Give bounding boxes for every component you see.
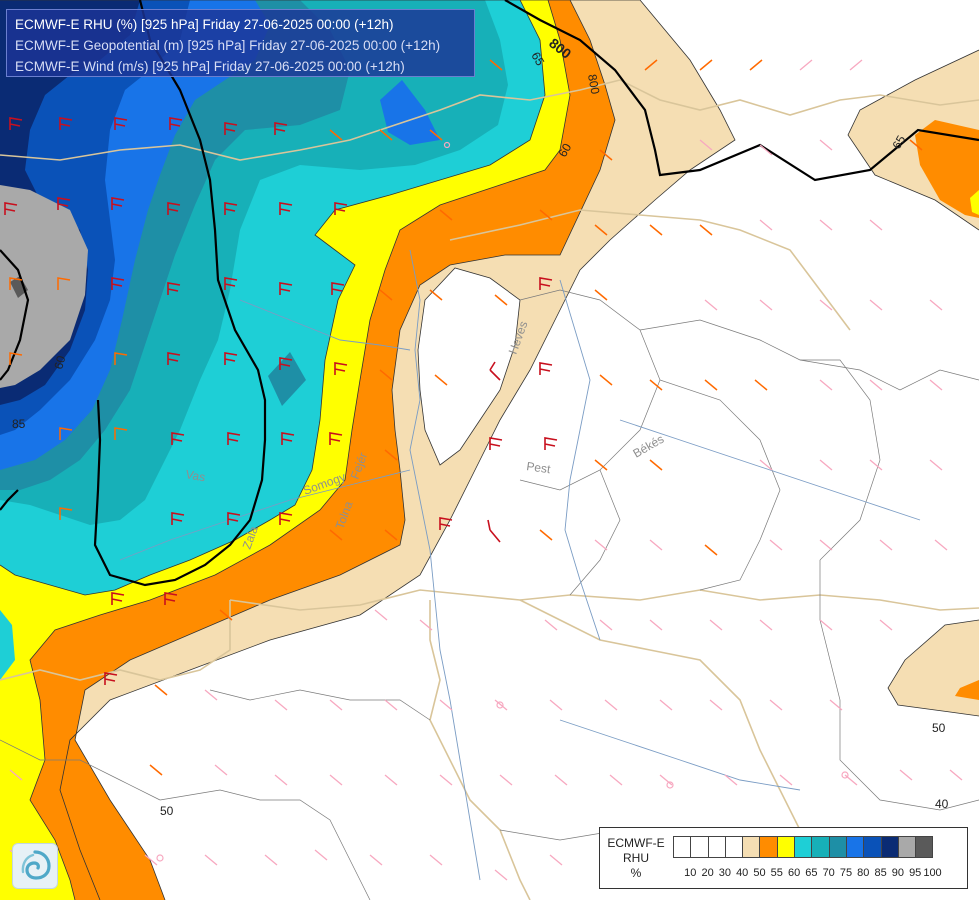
title-wind: ECMWF-E Wind (m/s) [925 hPa] Friday 27-0… [15,59,405,74]
legend-tick-label: 50 [753,867,766,879]
rhu-contour-label: 40 [935,797,949,811]
county-label-vas: Vas [184,467,206,484]
legend-swatch [898,836,917,858]
rhu-contour-label: 85 [12,417,26,431]
geopotential-label: 800 [585,73,602,95]
legend-tick-label: 30 [718,867,732,879]
wind-barbs-strong [4,117,558,685]
rhu-band-95 [0,185,88,388]
rhu-band-55-se [955,680,979,700]
legend-tick-label: 90 [891,867,905,879]
title-rhu: ECMWF-E RHU (%) [925 hPa] Friday 27-06-2… [15,17,394,32]
legend-tick-labels: 10 20 30 40 50 55 60 65 70 75 80 85 90 95 100 [673,867,973,881]
legend-swatch [708,836,726,858]
rhu-contour-label: 60 [51,354,68,371]
rhu-band-100 [10,276,28,298]
rhu-contour-label: 65 [528,50,547,69]
legend-swatch [674,836,692,858]
legend-tick-label: 85 [874,867,887,879]
rhu-contour-label: 60 [555,141,574,160]
legend-tick-label: 10 [684,867,697,879]
legend-tick-label: 55 [770,867,783,879]
legend-tick-label: 40 [736,867,749,879]
legend-swatch [760,836,778,858]
rhu-band-55-ne [915,120,979,218]
legend-title-model: ECMWF-E [607,836,665,850]
legend-swatch [846,836,865,858]
legend-swatch [812,836,830,858]
rhu-band-75-patch [268,352,306,406]
map-title-box: ECMWF-E RHU (%) [925 hPa] Friday 27-06-2… [6,9,475,77]
legend-swatch [795,836,813,858]
rhu-band-50-se [888,620,979,716]
legend-title-variable: RHU [623,851,649,865]
rhu-enclave-white [418,268,520,465]
legend-tick-label: 75 [839,867,853,879]
rhu-legend: ECMWF-E RHU % 10 20 30 40 50 55 60 65 70 75 80 85 90… [599,827,968,889]
legend-tick-label: 95 [909,867,922,879]
geopotential-isolines [0,0,979,587]
swirl-icon [21,850,51,880]
wind-barbs-moderate [9,59,923,776]
legend-swatch [691,836,709,858]
ecmwf-logo-icon [12,843,58,889]
rhu-band-65-sw [0,610,15,680]
wind-barbs-light [9,59,963,881]
legend-swatch [829,836,847,858]
legend-swatch [777,836,796,858]
contour-labels: 800 800 65 60 60 85 65 50 50 40 [12,35,949,818]
legend-swatch [743,836,761,858]
legend-title: ECMWF-E RHU % [604,836,668,881]
legend-swatch [916,836,934,858]
legend-tick-label: 60 [787,867,801,879]
borders [0,79,979,900]
legend-swatch [864,836,882,858]
rhu-contour-label: 65 [889,133,908,152]
title-geopotential: ECMWF-E Geopotential (m) [925 hPa] Frida… [15,38,441,53]
county-label-pest: Pest [526,459,552,476]
rhu-band-60-ne [970,190,979,215]
legend-tick-label: 65 [805,867,818,879]
legend-tick-label: 20 [701,867,714,879]
calm-wind-markers [156,141,849,862]
legend-unit: % [630,866,642,880]
rhu-contour-label: 50 [932,721,946,735]
legend-colorbar [673,836,934,858]
legend-swatch [725,836,744,858]
rhu-contour-label: 50 [160,804,174,818]
rivers [119,249,921,881]
legend-tick-label: 80 [857,867,870,879]
legend-tick-label: 70 [822,867,835,879]
rhu-band-80-patch [380,80,440,145]
legend-swatch [881,836,899,858]
legend-tick-label: 100 [923,867,942,879]
